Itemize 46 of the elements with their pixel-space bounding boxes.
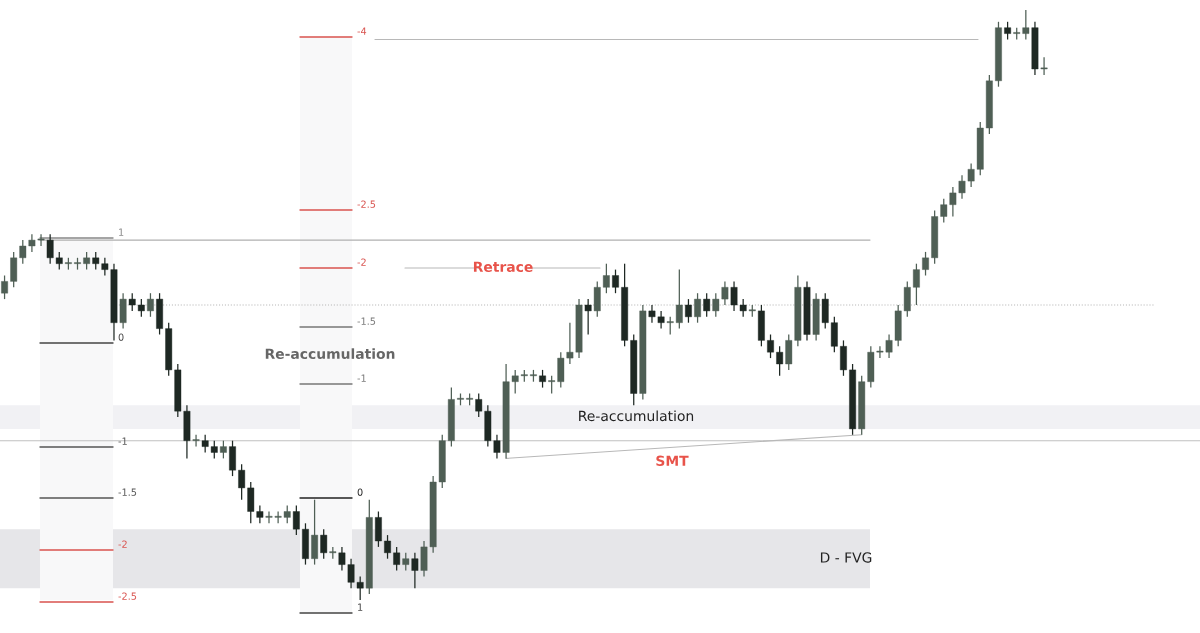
candlestick [821,292,829,330]
annotation: 1 [119,228,124,236]
annotation: -2.5 [357,200,376,208]
candlestick [411,552,419,589]
annotation: 0 [118,333,124,341]
candlestick [694,292,701,324]
candlestick [776,345,784,377]
annotation: -1.5 [118,488,137,496]
candlestick [612,268,619,294]
annotation: -2 [357,258,366,266]
annotation: Retrace [473,261,533,273]
candlestick [292,504,300,536]
candlestick [703,292,711,318]
annotation: -1 [357,374,366,382]
candlestick [384,534,391,560]
candlestick [593,280,601,318]
annotation: -1.5 [357,317,376,325]
candlestick [229,440,236,477]
annotation: -2 [118,540,127,548]
candlestick [393,546,401,572]
candlestick [147,292,154,318]
annotation: 0 [357,488,363,496]
candlestick [238,463,246,501]
candlestick [922,251,929,277]
candlestick [119,292,127,330]
annotation: -1 [118,437,127,445]
candlestick [584,298,592,336]
candlestick [1040,56,1048,76]
annotation: -2.5 [118,592,137,600]
candlestick [375,510,382,548]
candlestick [1,274,8,300]
candlestick [685,298,692,324]
annotation: Re-accumulation [265,348,395,360]
band-label: Re-accumulation [579,410,694,422]
candlestick [311,499,318,566]
candlestick [830,316,838,353]
annotation: SMT [656,455,689,467]
candlestick [320,528,328,560]
candlestick [840,339,847,377]
text: 1 [358,603,363,611]
candlestick [913,263,920,306]
annotation: -4 [357,27,367,35]
band-label: D - FVG [820,552,872,563]
candlestick [767,333,774,359]
candlestick [192,434,200,448]
candlestick [602,263,610,294]
